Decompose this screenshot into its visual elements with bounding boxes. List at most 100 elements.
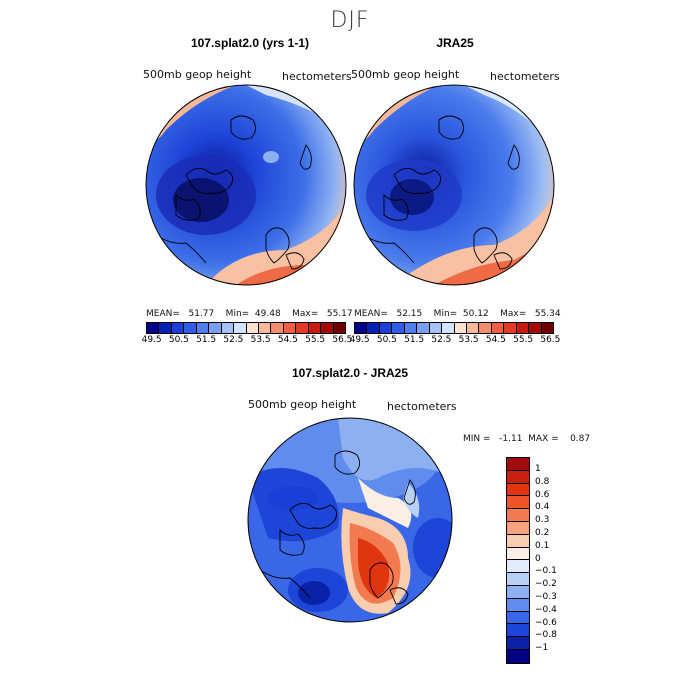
colorbar-tick-label: −0.6 — [535, 617, 557, 628]
colorbar-tick-label: 56.5 — [540, 335, 561, 345]
colorbar-swatch — [234, 323, 247, 333]
colorbar-swatch — [529, 323, 542, 333]
colorbar-swatch — [333, 323, 345, 333]
colorbar-tick-label: −0.3 — [535, 591, 557, 602]
model-stats: MEAN= 51.77 Min= 49.48 Max= 55.17 — [146, 309, 353, 319]
colorbar-tick-label: 0.2 — [535, 527, 550, 538]
colorbar-swatch — [367, 323, 380, 333]
colorbar-swatch — [507, 560, 529, 574]
obs-colorbar — [354, 322, 554, 334]
colorbar-swatch — [147, 323, 160, 333]
colorbar-tick-label: −0.1 — [535, 566, 557, 577]
colorbar-swatch — [417, 323, 430, 333]
colorbar-swatch — [379, 323, 393, 333]
colorbar-swatch — [516, 323, 530, 333]
model-polar-map — [145, 84, 347, 286]
obs-polar-map — [353, 84, 555, 286]
colorbar-tick-label: 49.5 — [349, 335, 370, 345]
colorbar-swatch — [209, 323, 222, 333]
colorbar-tick-label: −0.4 — [535, 604, 557, 615]
colorbar-tick-label: 55.5 — [513, 335, 534, 345]
colorbar-tick-label: 50.5 — [168, 335, 189, 345]
colorbar-tick-label: 0 — [535, 553, 541, 564]
colorbar-swatch — [507, 573, 529, 586]
obs-variable-label: 500mb geop height — [351, 68, 460, 81]
colorbar-tick-label: −1 — [535, 643, 549, 654]
colorbar-swatch — [507, 547, 529, 561]
colorbar-swatch — [507, 637, 529, 650]
colorbar-tick-label: 0.3 — [535, 515, 550, 526]
colorbar-swatch — [479, 323, 492, 333]
colorbar-swatch — [442, 323, 455, 333]
colorbar-swatch — [196, 323, 210, 333]
colorbar-swatch — [429, 323, 443, 333]
colorbar-swatch — [507, 470, 529, 484]
colorbar-tick-label: −0.8 — [535, 630, 557, 641]
diff-polar-map — [247, 417, 453, 623]
colorbar-swatch — [507, 611, 529, 625]
colorbar-swatch — [258, 323, 272, 333]
colorbar-tick-label: 54.5 — [277, 335, 298, 345]
colorbar-tick-label: 0.1 — [535, 540, 550, 551]
colorbar-tick-label: 54.5 — [485, 335, 506, 345]
colorbar-swatch — [491, 323, 505, 333]
colorbar-swatch — [507, 483, 529, 497]
colorbar-tick-label: 56.5 — [332, 335, 353, 345]
colorbar-swatch — [159, 323, 172, 333]
colorbar-swatch — [296, 323, 309, 333]
colorbar-tick-label: 49.5 — [141, 335, 162, 345]
colorbar-swatch — [392, 323, 405, 333]
season-title: DJF — [330, 8, 370, 33]
colorbar-tick-label: 55.5 — [305, 335, 326, 345]
obs-stats: MEAN= 52.15 Min= 50.12 Max= 55.34 — [354, 309, 561, 319]
colorbar-swatch — [171, 323, 185, 333]
colorbar-swatch — [507, 458, 529, 471]
colorbar-tick-label: 51.5 — [404, 335, 425, 345]
diff-colorbar-labels: 1 0.8 0.6 0.4 0.3 0.2 0.1 0 −0.1 −0.2 −0.3 −0.4 −0.6… — [535, 463, 557, 655]
model-units-label: hectometers — [282, 70, 352, 83]
colorbar-tick-label: 51.5 — [196, 335, 217, 345]
colorbar-swatch — [541, 323, 553, 333]
colorbar-swatch — [271, 323, 284, 333]
colorbar-tick-label: 53.5 — [458, 335, 479, 345]
colorbar-tick-label: 0.4 — [535, 502, 550, 513]
diff-variable-label: 500mb geop height — [248, 398, 357, 411]
colorbar-tick-label: −0.2 — [535, 579, 557, 590]
colorbar-tick-label: 1 — [535, 464, 541, 474]
colorbar-swatch — [507, 649, 529, 663]
diff-units-label: hectometers — [387, 400, 457, 413]
colorbar-swatch — [466, 323, 480, 333]
obs-units-label: hectometers — [490, 70, 560, 83]
colorbar-swatch — [454, 323, 467, 333]
colorbar-swatch — [308, 323, 322, 333]
colorbar-swatch — [507, 598, 529, 612]
colorbar-swatch — [507, 624, 529, 638]
colorbar-swatch — [283, 323, 297, 333]
obs-panel-title: JRA25 — [436, 36, 474, 50]
colorbar-swatch — [355, 323, 368, 333]
colorbar-swatch — [507, 534, 529, 548]
colorbar-swatch — [507, 585, 529, 599]
colorbar-tick-label: 53.5 — [250, 335, 271, 345]
colorbar-tick-label: 52.5 — [223, 335, 244, 345]
colorbar-swatch — [504, 323, 517, 333]
colorbar-tick-label: 0.8 — [535, 476, 550, 487]
obs-colorbar-labels: 49.5 50.5 51.5 52.5 53.5 54.5 55.5 56.5 — [346, 335, 564, 345]
colorbar-tick-label: 50.5 — [376, 335, 397, 345]
diff-panel-title: 107.splat2.0 - JRA25 — [291, 366, 409, 380]
model-colorbar — [146, 322, 346, 334]
model-panel-title: 107.splat2.0 (yrs 1-1) — [190, 36, 310, 50]
colorbar-swatch — [321, 323, 334, 333]
colorbar-tick-label: 52.5 — [431, 335, 452, 345]
model-variable-label: 500mb geop height — [143, 68, 252, 81]
model-colorbar-labels: 49.5 50.5 51.5 52.5 53.5 54.5 55.5 56.5 — [138, 335, 356, 345]
colorbar-swatch — [221, 323, 235, 333]
colorbar-swatch — [507, 521, 529, 535]
colorbar-swatch — [507, 509, 529, 522]
diff-stats: MIN = -1.11 MAX = 0.87 — [463, 434, 591, 444]
colorbar-swatch — [507, 496, 529, 510]
diff-colorbar — [506, 457, 530, 664]
colorbar-swatch — [184, 323, 197, 333]
colorbar-swatch — [404, 323, 418, 333]
colorbar-tick-label: 0.6 — [535, 489, 550, 500]
